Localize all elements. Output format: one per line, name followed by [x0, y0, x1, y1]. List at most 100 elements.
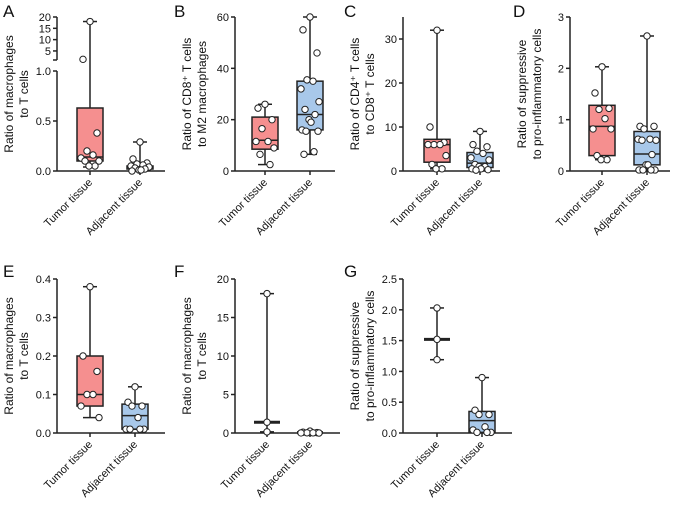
data-point [430, 140, 438, 149]
y-axis-label: to M2 macrophages [195, 41, 209, 147]
data-point [95, 413, 103, 422]
y-tick-label: 10 [385, 122, 397, 134]
data-point [473, 428, 481, 437]
y-tick-label: 10 [39, 35, 51, 47]
y-tick-label: 1.0 [36, 66, 51, 78]
y-axis-label: Ratio of macrophages [2, 35, 16, 152]
data-point [263, 428, 271, 436]
data-point [270, 144, 278, 152]
series-adjacent [633, 32, 661, 174]
data-point [83, 147, 91, 155]
y-axis-label: to pro-inflammatory cells [530, 29, 544, 160]
y-axis-label: to CD8⁺ T cells [363, 53, 377, 134]
y-tick-label: 20 [39, 12, 51, 24]
data-point [485, 410, 493, 419]
series-tumor [424, 304, 450, 364]
data-point [303, 76, 311, 84]
data-point [126, 425, 134, 433]
data-point [91, 162, 99, 170]
y-axis-label: to T cells [17, 70, 31, 118]
data-point [89, 151, 97, 159]
data-point [309, 77, 317, 85]
data-point [93, 129, 101, 137]
y-tick-label: 60 [217, 12, 229, 24]
data-point [605, 104, 613, 113]
series-adjacent [466, 127, 494, 174]
data-point [652, 136, 660, 144]
data-point [299, 26, 307, 34]
data-point [302, 127, 310, 135]
y-tick-label: 0.1 [36, 390, 51, 402]
data-point [89, 390, 97, 399]
data-point [131, 383, 139, 391]
data-point [310, 148, 318, 156]
data-point [484, 165, 492, 174]
series-tumor [588, 63, 616, 164]
data-point [309, 429, 317, 437]
data-point [303, 429, 311, 437]
data-point [476, 127, 484, 136]
y-tick-label: 2 [558, 63, 564, 75]
data-point [252, 137, 260, 146]
y-tick-label: 5 [223, 390, 229, 402]
data-point [95, 157, 103, 165]
data-point [263, 418, 271, 426]
data-point [315, 429, 323, 437]
data-point [313, 49, 321, 57]
series-tumor [254, 289, 280, 436]
y-axis-label: Ratio of CD4⁺ T cells [348, 38, 362, 151]
data-point [86, 17, 94, 26]
data-point [128, 402, 136, 410]
data-point [467, 154, 475, 162]
panel-letter: G [344, 262, 357, 281]
data-point [83, 390, 91, 399]
data-point [266, 160, 274, 169]
y-tick-label: 0 [558, 166, 564, 178]
data-point [297, 85, 305, 93]
data-point [472, 166, 480, 174]
data-point [469, 140, 477, 149]
data-point [432, 165, 440, 173]
y-axis-label: Ratio of CD8⁺ T cells [180, 38, 194, 151]
data-point [315, 98, 323, 106]
data-point [306, 13, 314, 21]
y-tick-label: 0 [223, 428, 229, 440]
y-tick-label: 1 [558, 115, 564, 127]
data-point [268, 115, 276, 124]
data-point [436, 140, 444, 149]
data-point [311, 110, 319, 119]
data-point [136, 425, 144, 433]
y-tick-label: 0.5 [382, 397, 397, 409]
data-point [134, 413, 142, 422]
data-point [79, 352, 87, 360]
data-point [639, 166, 647, 174]
panel-letter: D [513, 2, 525, 21]
y-axis-label: to T cells [195, 332, 209, 380]
y-axis-label: Ratio of macrophages [180, 297, 194, 414]
series-tumor [76, 283, 104, 422]
data-point [475, 410, 483, 419]
panel-letter: C [344, 2, 356, 21]
panel-letter: B [174, 2, 185, 21]
y-tick-label: 5 [45, 46, 51, 58]
data-point [438, 165, 446, 173]
data-point [314, 127, 322, 135]
data-point [646, 135, 654, 143]
y-tick-label: 3 [558, 12, 564, 24]
y-tick-label: 30 [385, 34, 397, 46]
y-tick-label: 0.4 [36, 274, 51, 286]
series-tumor [423, 26, 451, 173]
data-point [263, 289, 271, 298]
data-point [261, 100, 269, 108]
y-tick-label: 1.0 [382, 366, 397, 378]
panel-d: D 0 1 2 3 Ratio of suppressive to pro-inflamma… [513, 2, 670, 238]
panel-letter: A [3, 2, 15, 21]
data-point [85, 162, 93, 170]
y-tick-label: 0.3 [36, 313, 51, 325]
data-point [433, 304, 441, 312]
data-point [433, 355, 441, 364]
y-tick-label: 1.5 [382, 336, 397, 348]
